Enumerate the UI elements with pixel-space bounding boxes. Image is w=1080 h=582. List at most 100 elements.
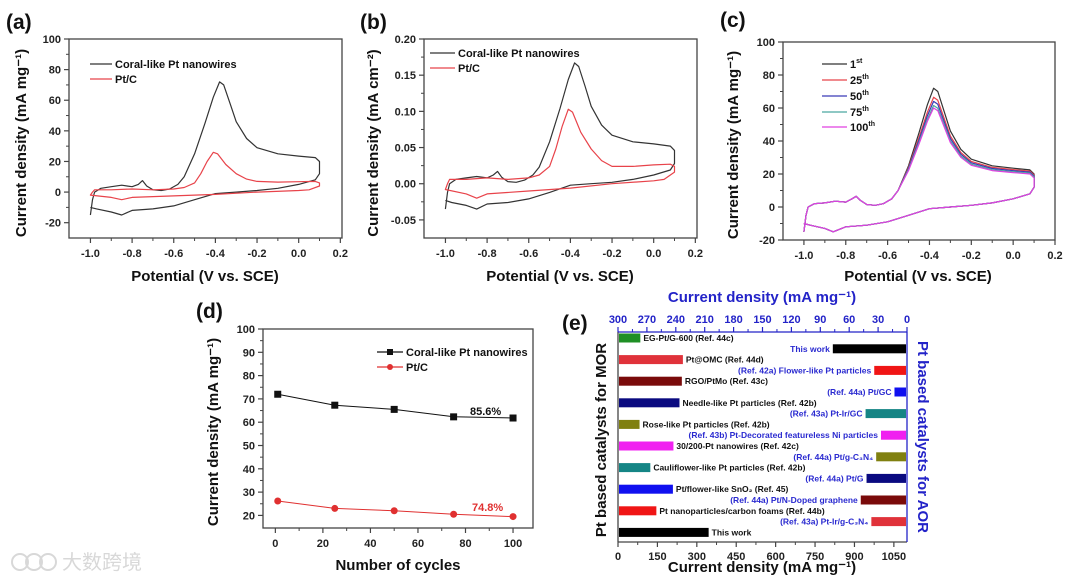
y-tick-label: 0.00 [395, 179, 416, 191]
y-tick-label: 0 [769, 202, 775, 214]
mor-bar-label: Rose-like Pt particles (Ref. 42b) [643, 419, 770, 429]
x-tick-label: -1.0 [436, 248, 455, 260]
data-point-circle [390, 507, 398, 515]
mor-bar [619, 441, 674, 451]
chart-panel-c: -1.0 -0.8 -0.6 -0.4 -0.2 0.0 0.2 -20 0 20 40 60 80 10… [720, 9, 1063, 285]
top-x-tick-label: 300 [609, 314, 627, 326]
x-tick-label: 60 [412, 538, 424, 550]
x-tick-label: -0.8 [123, 248, 142, 260]
mor-bar [619, 463, 651, 473]
y-axis-title: Current density (mA mg⁻¹) [13, 49, 30, 237]
y-tick-label: 20 [49, 156, 61, 168]
x-tick-label: -0.8 [836, 250, 855, 262]
legend-label-superscript: th [862, 74, 869, 81]
top-x-tick-label: 60 [843, 314, 855, 326]
panel-label: (c) [720, 9, 746, 32]
legend-label: Pt/C [115, 74, 137, 86]
legend-marker [387, 364, 393, 370]
aor-bar [880, 430, 906, 440]
aor-bar-label: (Ref. 44a) Pt/G [805, 473, 863, 483]
legend-label: Pt/C [406, 362, 428, 374]
retention-annotation: 85.6% [470, 406, 501, 418]
data-point-square [390, 405, 398, 413]
legend-item: 25th [822, 74, 869, 87]
x-tick-label: 100 [504, 538, 522, 550]
x-axis-title: Potential (V vs. SCE) [844, 268, 992, 285]
data-point-square [509, 414, 517, 422]
data-point-circle [274, 497, 282, 505]
data-point-square [274, 390, 282, 398]
top-x-tick-label: 120 [782, 314, 800, 326]
x-axis-title: Potential (V vs. SCE) [486, 268, 634, 285]
legend-label-superscript: th [862, 106, 869, 113]
chart-panel-d: 0 20 40 60 80 100 20 30 40 50 60 70 80 90 100 Number of… [196, 300, 534, 574]
x-tick-label: -1.0 [794, 250, 813, 262]
aor-bar [860, 495, 906, 505]
series-line [803, 107, 1035, 233]
x-tick-label: -0.2 [248, 248, 267, 260]
x-tick-label: 0 [272, 538, 278, 550]
legend-marker [387, 349, 393, 355]
y-tick-label: 0.05 [395, 143, 416, 155]
mor-bar [619, 527, 709, 537]
x-tick-label: 450 [727, 551, 745, 563]
y-tick-label: 0.15 [395, 70, 416, 82]
y-axis-title: Current density (mA mg⁻¹) [725, 51, 742, 239]
top-x-tick-label: 180 [724, 314, 742, 326]
x-tick-label: 150 [648, 551, 666, 563]
aor-bar-label: (Ref. 43b) Pt-Decorated featureless Ni p… [689, 430, 879, 440]
y-tick-label: 100 [43, 34, 61, 46]
mor-bar-label: Pt/flower-like SnO₂ (Ref. 45) [676, 484, 789, 494]
y-axis-title: Current density (mA mg⁻¹) [205, 338, 222, 526]
aor-bar-label: This work [790, 344, 830, 354]
mor-bar-label: Pt@OMC (Ref. 44d) [686, 355, 764, 365]
y-axis-title: Current density (mA cm⁻²) [365, 49, 382, 236]
y-tick-label: 100 [757, 37, 775, 49]
x-tick-label: 0.2 [688, 248, 703, 260]
mor-bar [619, 376, 682, 386]
legend-item: Coral-like Pt nanowires [430, 48, 580, 60]
mor-bar [619, 333, 641, 343]
x-tick-label: 750 [806, 551, 824, 563]
aor-bar-label: (Ref. 44a) Pt/N-Doped graphene [730, 495, 858, 505]
x-tick-label: -0.4 [561, 248, 581, 260]
legend-item: Coral-like Pt nanowires [377, 347, 528, 359]
legend-item: 100th [822, 121, 875, 134]
panel-label: (e) [562, 312, 588, 335]
legend-label: 1st [850, 58, 863, 71]
y-tick-label: 80 [49, 65, 61, 77]
series-line [444, 62, 676, 210]
y-tick-label: 20 [763, 169, 775, 181]
top-x-tick-label: 150 [753, 314, 771, 326]
series-line [89, 151, 321, 201]
legend-label: 100th [850, 121, 875, 134]
y-tick-label: 30 [243, 487, 255, 499]
aor-bar [876, 452, 906, 462]
right-axis-title: Pt based catalysts for AOR [914, 341, 931, 533]
legend-label: Pt/C [458, 63, 480, 75]
legend-item: 75th [822, 106, 869, 119]
x-axis-title: Current density (mA mg⁻¹) [668, 559, 856, 576]
panel-label: (a) [6, 11, 32, 34]
mor-bar-label: 30/200-Pt nanowires (Ref. 42c) [676, 441, 799, 451]
legend-item: Pt/C [90, 74, 137, 86]
x-tick-label: -0.6 [878, 250, 897, 262]
x-tick-label: 900 [845, 551, 863, 563]
legend-label: Coral-like Pt nanowires [458, 48, 580, 60]
mor-bar-label: Pt nanoparticles/carbon foams (Ref. 44b) [659, 506, 824, 516]
legend-label: Coral-like Pt nanowires [115, 59, 237, 71]
y-tick-label: 40 [49, 126, 61, 138]
x-tick-label: -0.4 [920, 250, 940, 262]
y-tick-label: 40 [243, 464, 255, 476]
x-tick-label: 600 [766, 551, 784, 563]
legend-label: 25th [850, 74, 869, 87]
x-tick-label: 20 [317, 538, 329, 550]
mor-bar-label: This work [712, 527, 752, 537]
x-tick-label: -0.2 [603, 248, 622, 260]
plot-frame [423, 38, 698, 239]
x-tick-label: -1.0 [81, 248, 100, 260]
x-tick-label: -0.6 [164, 248, 183, 260]
chart-panel-a: -1.0 -0.8 -0.6 -0.4 -0.2 0.0 0.2 -20 0 20 40 60 80 10… [6, 11, 348, 285]
aor-bar-label: (Ref. 43a) Pt-Ir/g-C₃N₄ [780, 517, 868, 527]
legend-label: Coral-like Pt nanowires [406, 347, 528, 359]
